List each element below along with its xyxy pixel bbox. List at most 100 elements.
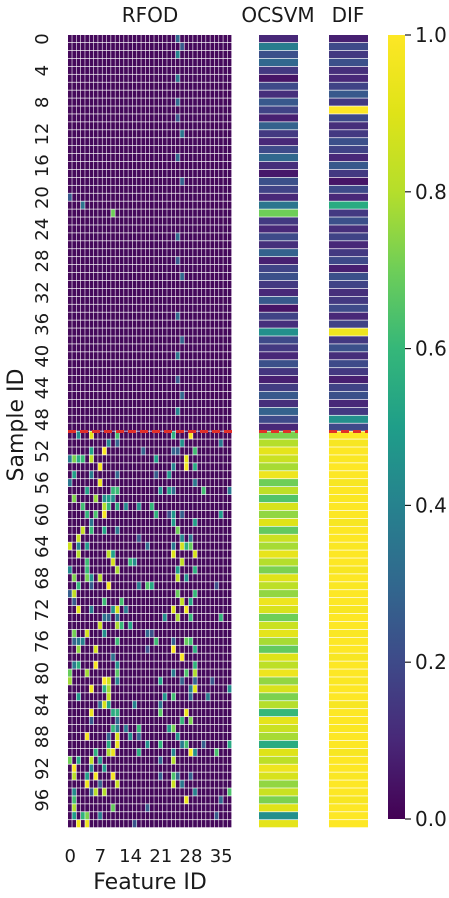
- rfod-cell: [72, 66, 77, 74]
- rfod-cell: [80, 296, 85, 304]
- rfod-cell: [150, 613, 154, 622]
- rfod-cell: [111, 415, 115, 423]
- rfod-cell: [72, 58, 77, 67]
- rfod-cell: [158, 693, 163, 701]
- rfod-cell: [102, 518, 107, 526]
- rfod-cell: [106, 685, 111, 693]
- dif-cell: [329, 233, 368, 241]
- rfod-cell: [219, 58, 223, 67]
- rfod-cell: [162, 812, 167, 820]
- rfod-cell: [115, 114, 120, 122]
- rfod-cell: [175, 114, 180, 122]
- rfod-cell: [180, 629, 184, 637]
- rfod-cell: [80, 455, 85, 463]
- rfod-cell: [158, 42, 163, 51]
- rfod-cell: [171, 463, 176, 471]
- rfod-cell: [184, 494, 189, 503]
- rfod-cell: [76, 161, 81, 170]
- rfod-cell: [119, 130, 124, 138]
- rfod-cell: [128, 566, 133, 574]
- rfod-cell: [93, 352, 98, 360]
- rfod-cell: [154, 233, 159, 241]
- rfod-cell: [124, 399, 128, 408]
- rfod-cell: [85, 653, 89, 661]
- rfod-cell: [106, 820, 111, 828]
- x-tick-label: 28: [180, 846, 203, 867]
- rfod-cell: [214, 645, 219, 653]
- rfod-cell: [119, 241, 124, 249]
- rfod-cell: [76, 748, 81, 756]
- rfod-cell: [145, 510, 150, 519]
- rfod-cell: [167, 574, 171, 582]
- rfod-cell: [210, 716, 215, 725]
- rfod-cell: [119, 82, 124, 90]
- rfod-cell: [72, 471, 77, 479]
- rfod-cell: [175, 804, 180, 812]
- rfod-cell: [68, 264, 72, 273]
- ocsvm-cell: [259, 264, 298, 273]
- rfod-cell: [184, 407, 189, 415]
- rfod-cell: [98, 645, 102, 653]
- rfod-cell: [137, 653, 141, 661]
- rfod-cell: [201, 677, 206, 685]
- dif-cell: [329, 312, 368, 320]
- rfod-cell: [210, 272, 215, 281]
- rfod-cell: [98, 391, 102, 400]
- rfod-cell: [111, 494, 115, 503]
- y-tick-label: 60: [32, 503, 53, 526]
- rfod-cell: [150, 764, 154, 772]
- rfod-cell: [85, 336, 89, 344]
- rfod-cell: [115, 161, 120, 170]
- rfod-cell: [167, 304, 171, 312]
- rfod-cell: [201, 796, 206, 804]
- rfod-cell: [162, 804, 167, 812]
- rfod-cell: [72, 621, 77, 630]
- rfod-cell: [137, 629, 141, 637]
- rfod-cell: [219, 629, 223, 637]
- rfod-cell: [106, 748, 111, 756]
- rfod-cell: [93, 431, 98, 439]
- rfod-cell: [175, 764, 180, 772]
- rfod-cell: [210, 138, 215, 146]
- dif-cell: [329, 193, 368, 201]
- rfod-cell: [193, 423, 197, 431]
- rfod-cell: [184, 185, 189, 193]
- rfod-cell: [206, 320, 210, 328]
- rfod-cell: [128, 280, 133, 289]
- dif-cell: [329, 383, 368, 392]
- rfod-cell: [145, 225, 150, 233]
- rfod-cell: [154, 106, 159, 114]
- rfod-cell: [219, 122, 223, 130]
- rfod-cell: [197, 114, 202, 122]
- rfod-cell: [184, 233, 189, 241]
- rfod-cell: [106, 368, 111, 376]
- rfod-cell: [188, 558, 193, 566]
- rfod-cell: [201, 558, 206, 566]
- rfod-cell: [180, 566, 184, 574]
- rfod-cell: [180, 383, 184, 392]
- rfod-cell: [154, 748, 159, 756]
- rfod-cell: [115, 42, 120, 51]
- rfod-cell: [111, 598, 115, 606]
- rfod-cell: [141, 138, 146, 146]
- rfod-cell: [150, 709, 154, 717]
- rfod-cell: [80, 756, 85, 764]
- rfod-cell: [141, 629, 146, 637]
- rfod-cell: [158, 756, 163, 764]
- rfod-cell: [162, 463, 167, 471]
- rfod-cell: [124, 122, 128, 130]
- rfod-cell: [210, 494, 215, 503]
- rfod-cell: [197, 605, 202, 614]
- rfod-cell: [223, 590, 228, 598]
- rfod-cell: [223, 716, 228, 725]
- rfod-cell: [124, 613, 128, 622]
- rfod-cell: [80, 502, 85, 511]
- rfod-cell: [158, 621, 163, 630]
- rfod-cell: [227, 732, 232, 741]
- rfod-cell: [102, 748, 107, 756]
- rfod-cell: [184, 336, 189, 344]
- rfod-cell: [102, 598, 107, 606]
- rfod-cell: [128, 629, 133, 637]
- rfod-cell: [106, 526, 111, 534]
- rfod-cell: [111, 534, 115, 542]
